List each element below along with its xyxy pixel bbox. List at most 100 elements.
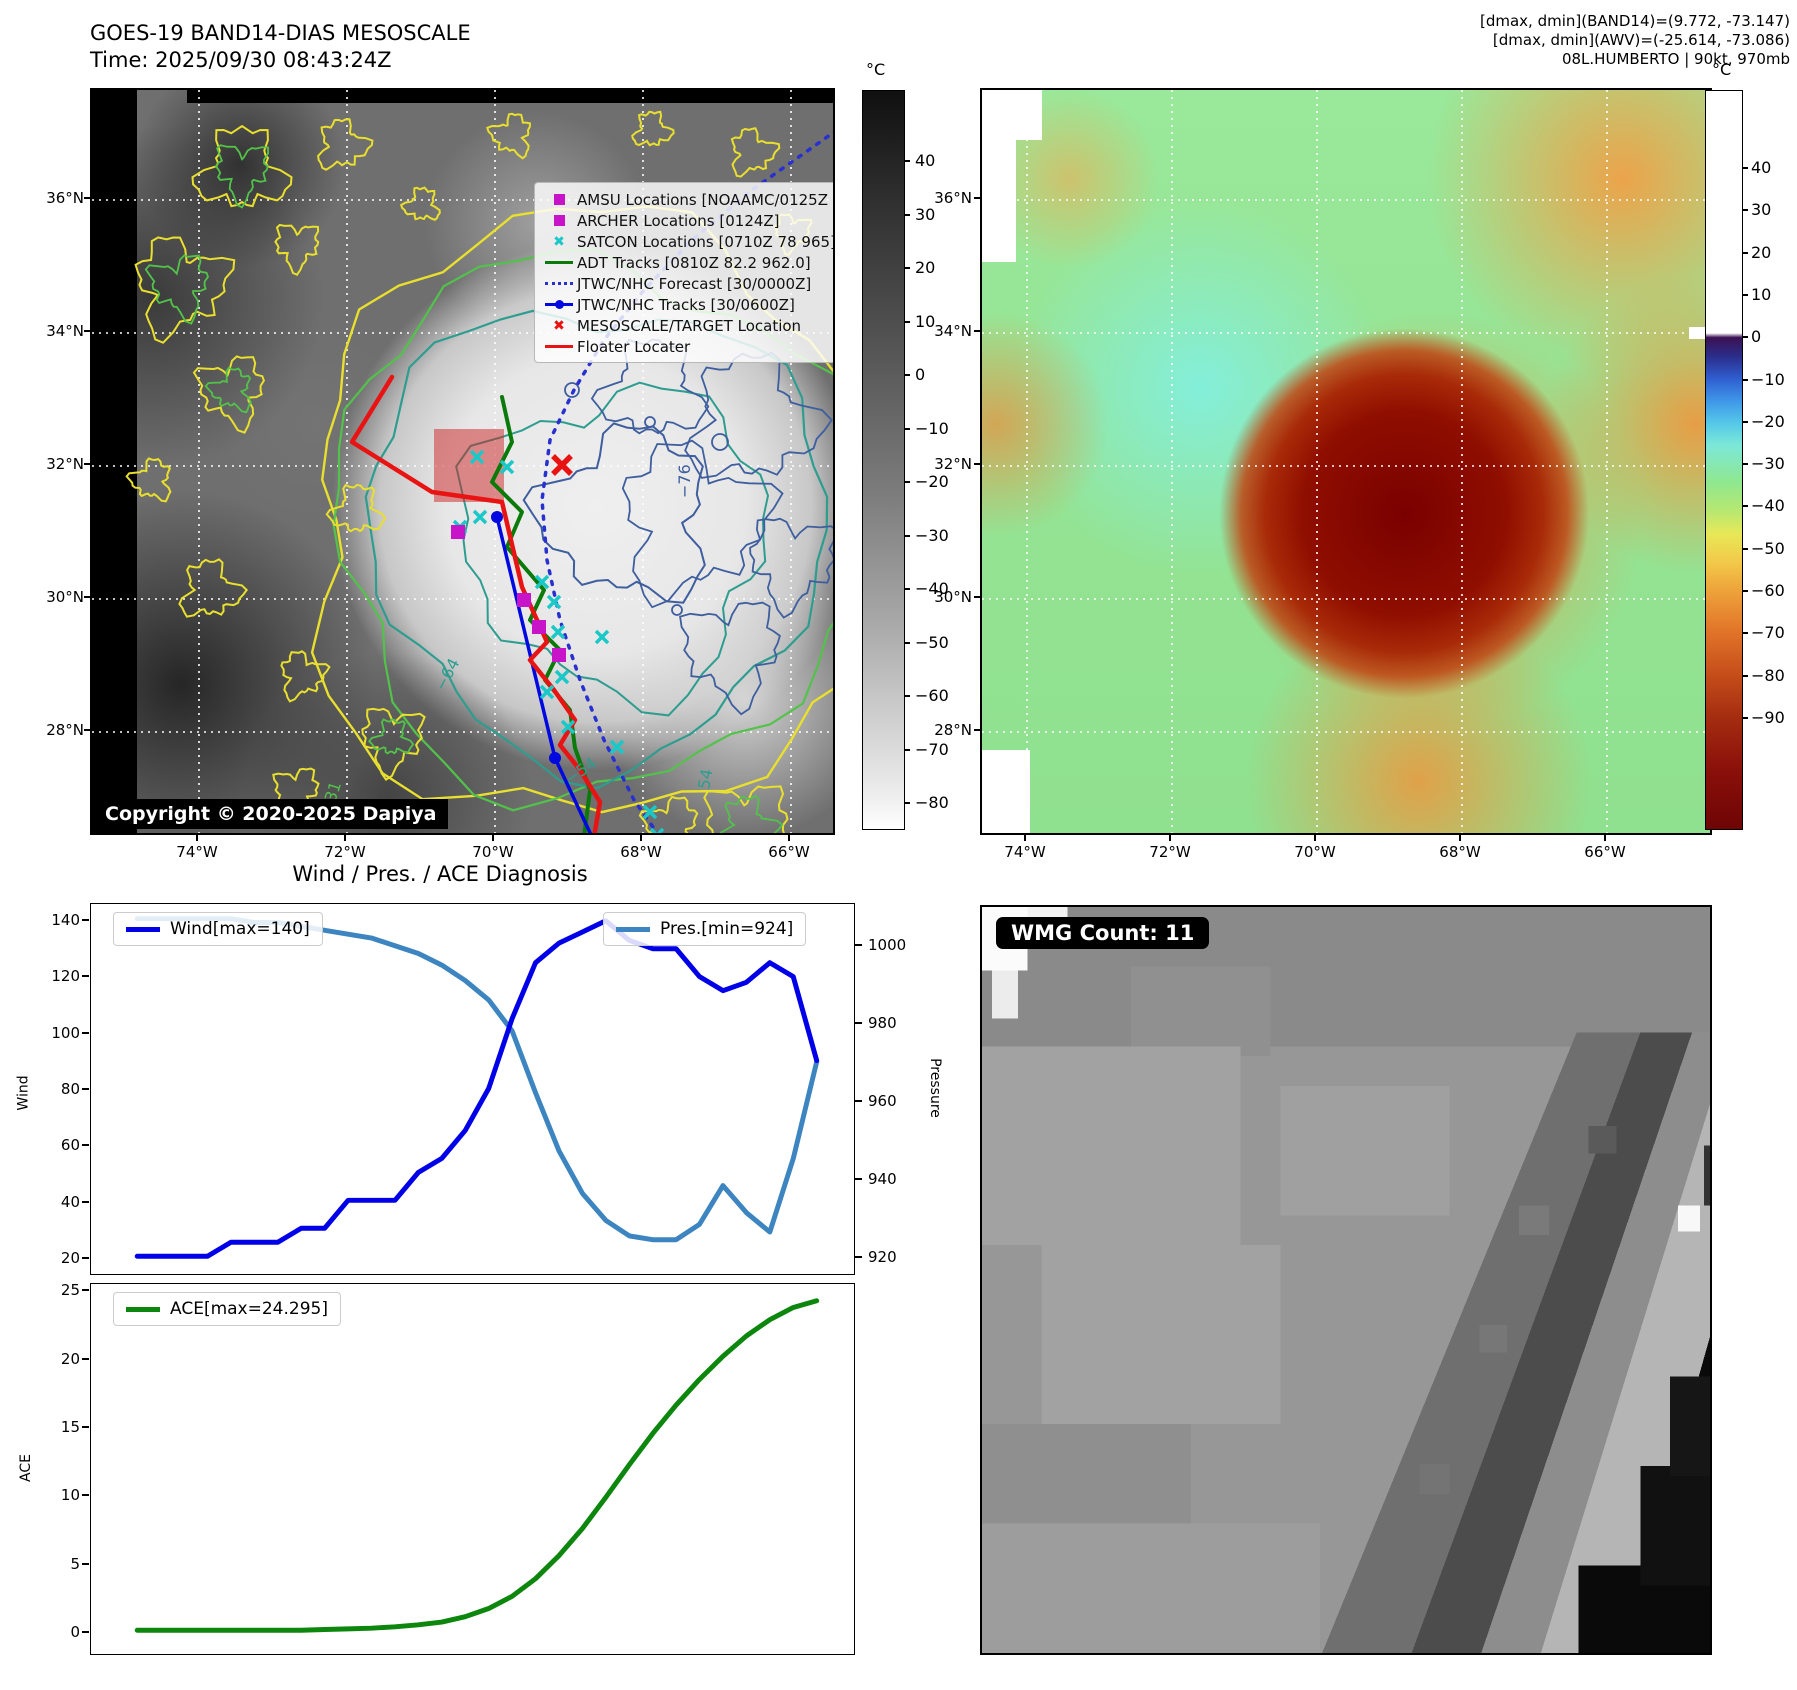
contour-blue-dot [711, 433, 729, 451]
page-title: GOES-19 BAND14-DIAS MESOSCALE [90, 21, 471, 45]
tick-mark [82, 1257, 89, 1260]
cloud-contour-yellow [317, 118, 374, 171]
cloud-contour-yellow [134, 236, 236, 344]
ace-tick: 0 [70, 1623, 80, 1642]
ace-tick: 20 [60, 1349, 80, 1368]
cloud-contour-green [719, 794, 784, 833]
jtwc-forecast-track [540, 130, 833, 833]
pressure-axis-label: Pressure [926, 1058, 943, 1118]
pressure-tick: 1000 [868, 936, 907, 955]
satcon-marker [649, 827, 658, 833]
satcon-marker [594, 629, 610, 645]
tick-mark [82, 1357, 89, 1360]
tick-mark [905, 481, 910, 483]
band14-lat-label: 30°N [46, 588, 84, 606]
tick-mark [1604, 835, 1606, 841]
amsu-marker [451, 525, 465, 539]
band14-lon-label: 74°W [176, 843, 218, 861]
tick-mark [1743, 209, 1748, 212]
tick-mark [905, 267, 910, 269]
tick-mark [84, 197, 90, 199]
band14-colorbar-tick: −80 [915, 793, 949, 812]
awv-colorbar-tick: 20 [1751, 242, 1772, 262]
tick-mark [905, 427, 910, 430]
awv-lon-label: 66°W [1584, 843, 1626, 861]
cloud-contour-yellow [280, 650, 331, 703]
legend-item-label: MESOSCALE/TARGET Location [577, 316, 802, 335]
tick-mark [905, 641, 910, 644]
tick-mark [974, 596, 980, 598]
band14-colorbar-tick: 40 [915, 151, 936, 170]
tick-mark [1743, 167, 1748, 169]
band14-lat-label: 28°N [46, 721, 84, 739]
tick-mark [84, 463, 90, 465]
tick-mark [82, 1088, 89, 1090]
cloud-contour-green [368, 718, 415, 755]
contour-teal-inner [455, 381, 770, 717]
awv-satellite-map [980, 88, 1712, 835]
tick-mark [1743, 293, 1748, 296]
ace-axis-label: ACE [17, 1454, 34, 1482]
cloud-speck [1689, 327, 1709, 339]
tick-mark [855, 944, 862, 947]
cloud-contour-yellow [361, 707, 426, 781]
satcon-marker [550, 624, 566, 640]
dmax-dmin-awv: [dmax, dmin](AWV)=(-25.614, -73.086) [1492, 31, 1790, 49]
cloud-contour-yellow [631, 110, 675, 147]
tick-mark [1743, 505, 1748, 508]
tick-mark [84, 596, 90, 598]
awv-colorbar-tick: 10 [1751, 284, 1772, 304]
legend-item-label: JTWC/NHC Tracks [30/0600Z] [577, 295, 795, 314]
copyright-label: Copyright © 2020-2025 Dapiya [93, 799, 449, 829]
tick-mark [82, 1562, 89, 1565]
cloud-contour-green [204, 366, 252, 414]
floater-track [349, 374, 603, 833]
band14-colorbar-tick: −20 [915, 472, 949, 491]
tick-mark [82, 1494, 89, 1497]
tick-mark [344, 835, 346, 841]
cloud-contour-yellow [191, 124, 293, 208]
ace-tick: 5 [70, 1554, 80, 1573]
pressure-tick: 940 [868, 1170, 897, 1189]
pressure-tick: 960 [868, 1092, 897, 1111]
legend-item: Floater Locater [541, 336, 833, 357]
line-marker-icon [541, 261, 577, 264]
cloud-contour-yellow [325, 483, 387, 533]
cloud-contour-yellow [178, 558, 249, 618]
legend-item: ✖ SATCON Locations [0710Z 78 965] [541, 231, 833, 252]
ace-legend-label: ACE[max=24.295] [170, 1299, 328, 1319]
cloud-contour-yellow [730, 127, 781, 178]
contour-blue-dot [671, 604, 683, 616]
legend-item: AMSU Locations [NOAAMC/0125Z 91 968] [541, 189, 833, 210]
satcon-marker [539, 684, 555, 700]
tick-mark [492, 835, 494, 841]
tick-mark [905, 588, 910, 590]
band14-colorbar-tick: −60 [915, 686, 949, 705]
contour-value-label: 54 [694, 767, 716, 790]
wmg-count-badge: WMG Count: 11 [996, 917, 1210, 949]
tick-mark [82, 1425, 89, 1428]
awv-lat-label: 28°N [934, 721, 972, 739]
band14-colorbar-tick: −70 [915, 739, 949, 759]
tick-mark [640, 835, 642, 841]
tick-mark [1743, 547, 1748, 550]
wind-line [134, 918, 820, 1259]
wind-tick: 40 [60, 1192, 80, 1211]
wind-tick: 140 [51, 910, 80, 929]
satcon-marker [499, 459, 515, 475]
satcon-marker [472, 509, 488, 525]
tick-mark [82, 918, 89, 921]
tick-mark [82, 1631, 89, 1634]
timestamp: Time: 2025/09/30 08:43:24Z [90, 48, 392, 72]
band14-colorbar [862, 90, 905, 830]
ace-tick: 25 [60, 1281, 80, 1300]
awv-colorbar-tick: 40 [1751, 158, 1772, 177]
legend-item-label: ARCHER Locations [0124Z] [577, 211, 780, 230]
legend-item-label: JTWC/NHC Forecast [30/0000Z] [577, 274, 812, 293]
cloud-contour-yellow [400, 186, 441, 221]
tick-mark [1459, 835, 1461, 841]
legend-item-label: ADT Tracks [0810Z 82.2 962.0] [577, 253, 811, 272]
band14-title-block: GOES-19 BAND14-DIAS MESOSCALE Time: 2025… [90, 20, 471, 74]
ace-legend: ACE[max=24.295] [113, 1292, 341, 1326]
wind-legend-swatch [126, 926, 160, 932]
